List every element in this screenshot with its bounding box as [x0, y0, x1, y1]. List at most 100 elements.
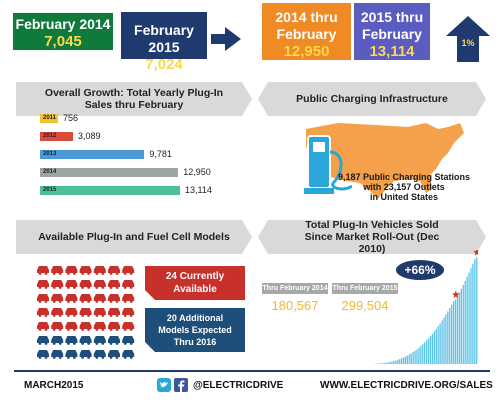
car-icon [108, 266, 120, 275]
car-icon [37, 336, 49, 345]
us-map-icon [306, 123, 464, 199]
car-icon [51, 266, 64, 275]
label-feb-2015: Thru February 2015 [332, 283, 398, 294]
yearly-sales-chart: 2011 756 2012 3,089 2013 9,781 2014 12,950 2015 1… [40, 114, 255, 214]
footer-date: MARCH2015 [24, 380, 84, 391]
cumulative-bar [406, 355, 409, 364]
cumulative-bar [408, 354, 410, 364]
car-icon [51, 294, 64, 303]
cumulative-bar [391, 361, 393, 364]
car-icon [37, 322, 49, 331]
car-icon [108, 294, 120, 303]
cumulative-bar [476, 257, 478, 364]
cumulative-bar [379, 363, 382, 364]
car-icon [93, 336, 106, 345]
total-sold-banner: Total Plug-In Vehicles Sold Since Market… [258, 220, 486, 254]
car-icon [37, 294, 49, 303]
car-icon [37, 350, 49, 359]
charging-title: Public Charging Infrastructure [296, 93, 448, 105]
cumulative-bar [456, 296, 459, 364]
cumulative-bar [458, 292, 461, 364]
available-line1: 24 Currently [165, 271, 225, 282]
car-icon [65, 350, 78, 359]
ytd-2014-box: 2014 thru February 12,950 [262, 3, 351, 60]
cumulative-bar [400, 358, 403, 364]
growth-oval: +66% [396, 260, 444, 280]
ytd-2015-value: 13,114 [369, 43, 415, 60]
car-icon [122, 350, 135, 359]
facebook-icon[interactable] [174, 378, 188, 392]
ytd-2014-line1: 2014 thru [275, 9, 338, 25]
cumulative-bar [441, 320, 443, 364]
cumulative-bar [429, 336, 432, 364]
cumulative-bar [437, 326, 439, 364]
charging-line1: 9,187 Public Charging Stations [337, 172, 471, 182]
cumulative-bar [447, 311, 449, 364]
car-icon [93, 322, 106, 331]
total-sold-title: Total Plug-In Vehicles Sold Since Market… [304, 219, 440, 255]
car-icon [79, 322, 92, 331]
bar-2011 [40, 114, 58, 123]
car-icon [108, 336, 120, 345]
cumulative-bar [424, 342, 426, 364]
cumulative-bar [451, 304, 453, 364]
cumulative-bar [462, 284, 464, 364]
bar-2015 [40, 186, 180, 195]
bar-value-2013: 9,781 [149, 149, 172, 159]
charging-banner: Public Charging Infrastructure [258, 82, 486, 116]
cumulative-bar [445, 314, 447, 364]
available-line2: Available [173, 284, 217, 295]
bar-2012 [40, 132, 73, 141]
cumulative-bar [464, 280, 466, 364]
car-icon [79, 308, 92, 317]
charging-stats: 9,187 Public Charging Stations with 23,1… [334, 172, 474, 202]
car-icon [37, 280, 49, 289]
value-feb-2014: 180,567 [271, 298, 319, 313]
twitter-icon[interactable] [157, 378, 171, 392]
car-icon [51, 308, 64, 317]
overall-growth-banner: Overall Growth: Total Yearly Plug-In Sal… [16, 82, 252, 116]
footer-handle[interactable]: @ELECTRICDRIVE [193, 380, 284, 391]
growth-percent: 1% [461, 38, 475, 48]
cumulative-bar [427, 338, 430, 364]
available-models-badge: 24 Currently Available [145, 266, 245, 300]
car-icon [51, 280, 64, 289]
cumulative-sales-chart [372, 250, 478, 364]
ytd-2015-line1: 2015 thru [360, 9, 424, 25]
car-icon [93, 294, 106, 303]
ytd-2014-line2: February [276, 26, 337, 42]
cumulative-bar [443, 317, 445, 364]
cumulative-bar [466, 276, 468, 364]
up-arrow-icon [446, 16, 490, 62]
footer-url[interactable]: WWW.ELECTRICDRIVE.ORG/SALES [320, 380, 493, 391]
car-icon [65, 266, 78, 275]
cumulative-bar [435, 328, 437, 364]
car-icon [79, 280, 92, 289]
car-icon [65, 308, 78, 317]
bar-label-2013: 2013 [43, 151, 57, 157]
feb-2015-value: 7,024 [145, 56, 183, 73]
expected-line2: Models Expected [158, 325, 232, 335]
bar-value-2011: 756 [63, 113, 79, 123]
car-icon [93, 350, 106, 359]
value-feb-2015: 299,504 [341, 298, 389, 313]
car-icon [79, 336, 92, 345]
cumulative-bar [393, 361, 395, 364]
cumulative-bar [449, 308, 451, 364]
charging-line3: in United States [369, 192, 438, 202]
cumulative-bar [468, 272, 470, 364]
cumulative-bar [385, 362, 387, 364]
cumulative-bar [395, 360, 397, 364]
expected-line3: Thru 2016 [173, 337, 217, 347]
car-icon [79, 350, 92, 359]
ytd-2014-value: 12,950 [283, 43, 330, 60]
cumulative-bar [460, 288, 462, 364]
bar-value-2014: 12,950 [183, 167, 211, 177]
car-icon [122, 308, 135, 317]
feb-2014-value: 7,045 [44, 33, 82, 50]
cumulative-bar [474, 259, 476, 364]
car-icon [108, 322, 120, 331]
car-icon [79, 294, 92, 303]
bar-value-2012: 3,089 [77, 131, 101, 141]
cumulative-bar [398, 359, 401, 364]
